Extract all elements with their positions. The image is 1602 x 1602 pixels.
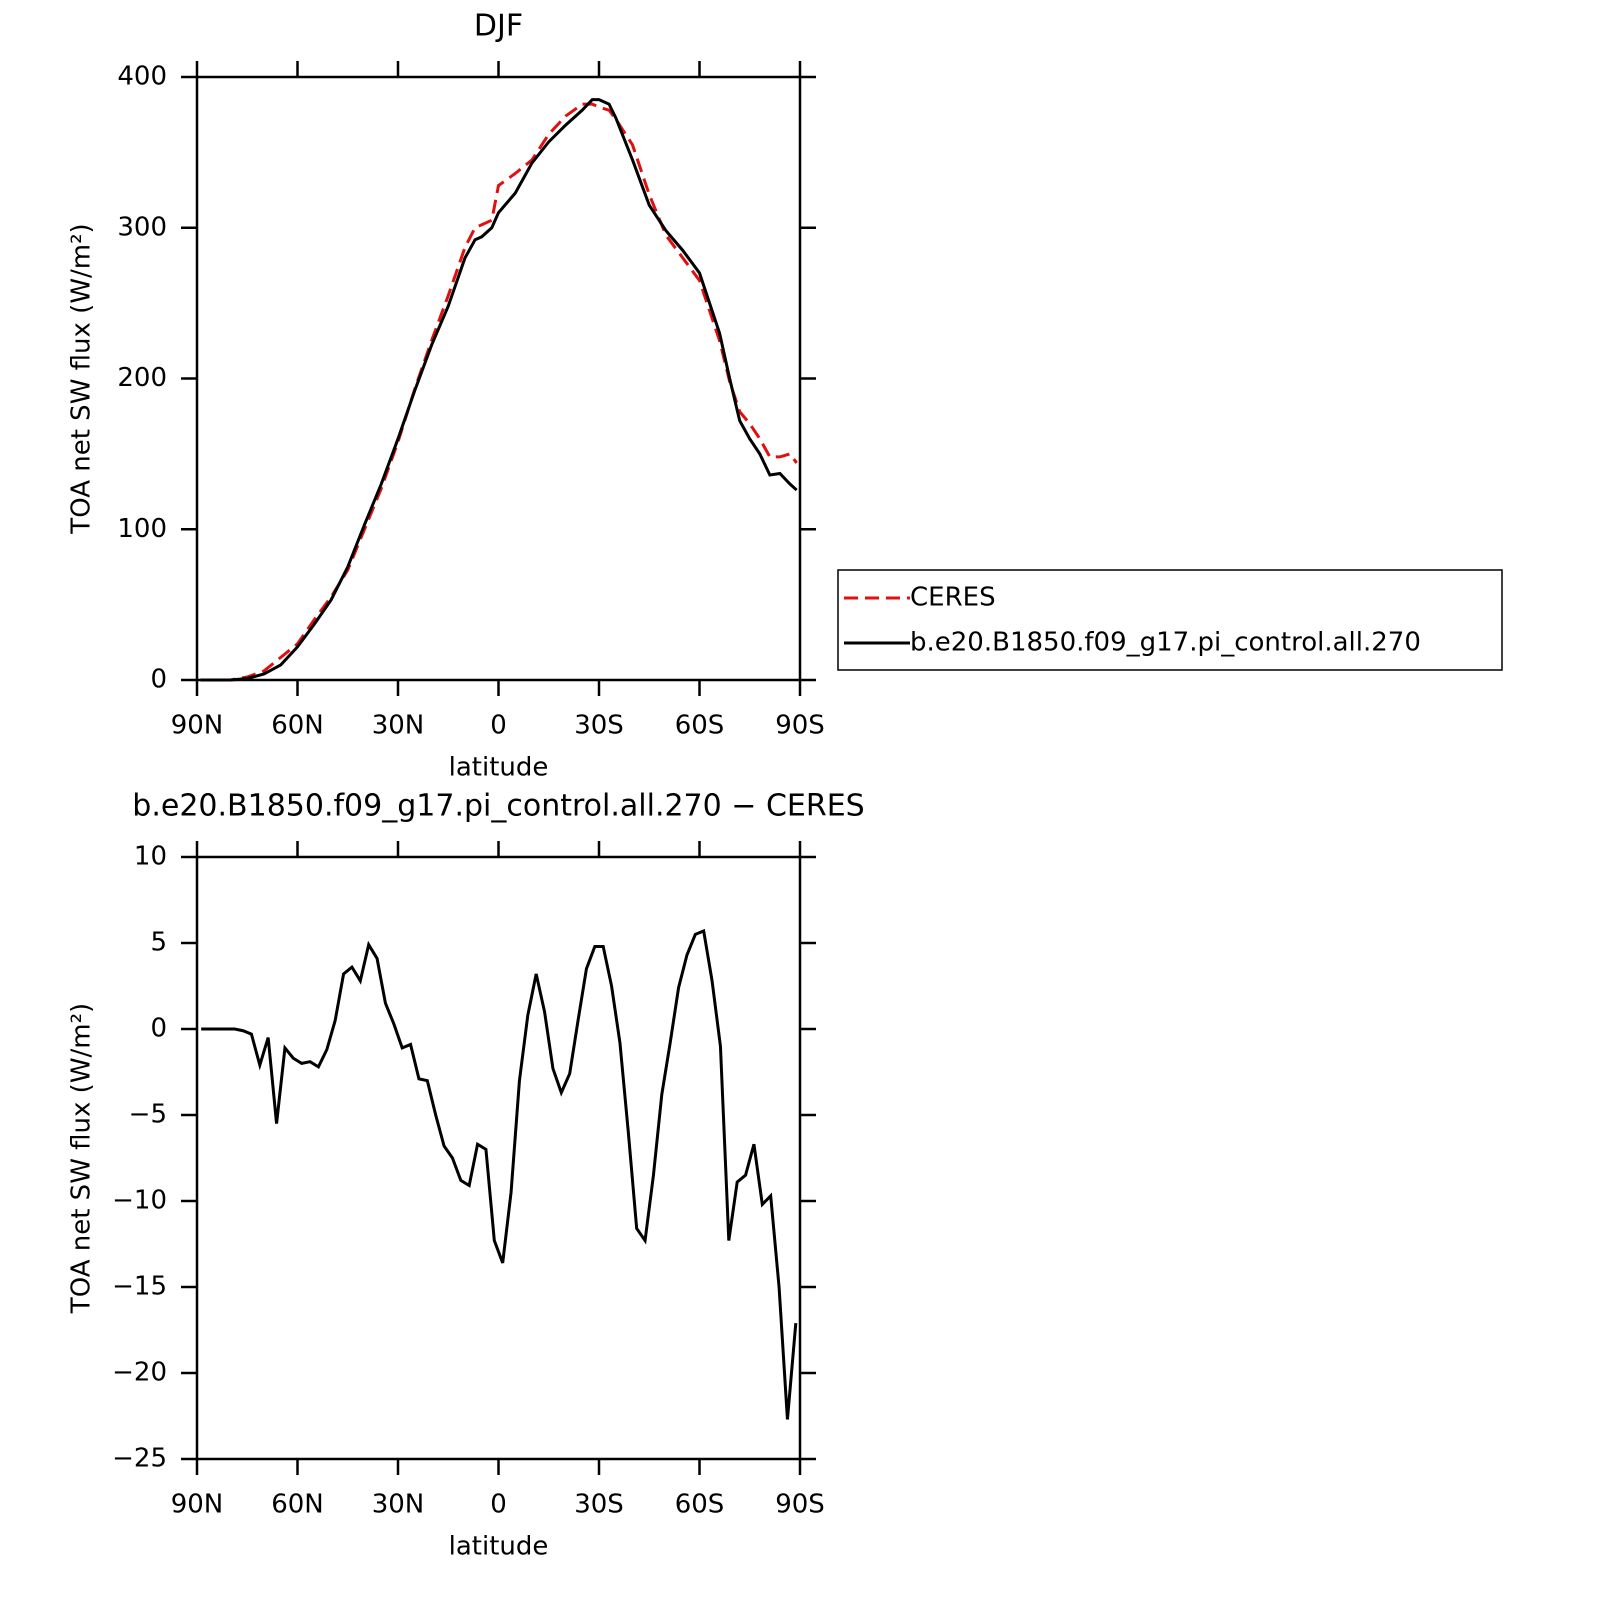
legend-box — [837, 569, 1503, 671]
x-tick-label: 60S — [675, 711, 725, 741]
plot-frame — [195, 855, 802, 1461]
y-tick-label: 5 — [150, 928, 167, 958]
y-tick-label: −10 — [112, 1186, 167, 1216]
x-tick-label: 90N — [171, 711, 224, 741]
data-line — [200, 98, 798, 682]
plot-frame — [195, 75, 802, 682]
x-tick-label: 90S — [775, 711, 825, 741]
y-tick-label: 200 — [117, 363, 167, 393]
chart-title: b.e20.B1850.f09_g17.pi_control.all.270 −… — [132, 789, 864, 824]
data-line — [201, 928, 798, 1420]
y-tick-label: −15 — [112, 1272, 167, 1302]
x-tick-label: 30N — [372, 1490, 425, 1520]
x-tick-label: 90S — [775, 1490, 825, 1520]
x-tick-label: 90N — [171, 1490, 224, 1520]
x-tick-label: 30N — [372, 711, 425, 741]
y-axis-label: TOA net SW flux (W/m²) — [67, 1003, 97, 1314]
x-axis-label: latitude — [449, 1532, 549, 1562]
y-tick-label: −20 — [112, 1358, 167, 1388]
x-tick-label: 60N — [271, 1490, 324, 1520]
x-tick-label: 0 — [490, 1490, 507, 1520]
y-tick-label: 0 — [150, 665, 167, 695]
y-tick-label: 10 — [134, 842, 167, 872]
y-axis-label: TOA net SW flux (W/m²) — [67, 223, 97, 534]
y-tick-label: 300 — [117, 212, 167, 242]
y-tick-label: −25 — [112, 1444, 167, 1474]
y-tick-label: 100 — [117, 514, 167, 544]
data-line — [200, 102, 798, 682]
x-tick-label: 30S — [574, 711, 624, 741]
legend-label: b.e20.B1850.f09_g17.pi_control.all.270 — [910, 628, 1421, 658]
x-tick-label: 60N — [271, 711, 324, 741]
x-tick-label: 0 — [490, 711, 507, 741]
chart-title: DJF — [474, 9, 523, 44]
y-tick-label: −5 — [129, 1100, 167, 1130]
legend-label: CERES — [910, 583, 996, 613]
x-tick-label: 30S — [574, 1490, 624, 1520]
x-axis-label: latitude — [449, 753, 549, 783]
y-tick-label: 0 — [150, 1014, 167, 1044]
y-tick-label: 400 — [117, 62, 167, 92]
x-tick-label: 60S — [675, 1490, 725, 1520]
